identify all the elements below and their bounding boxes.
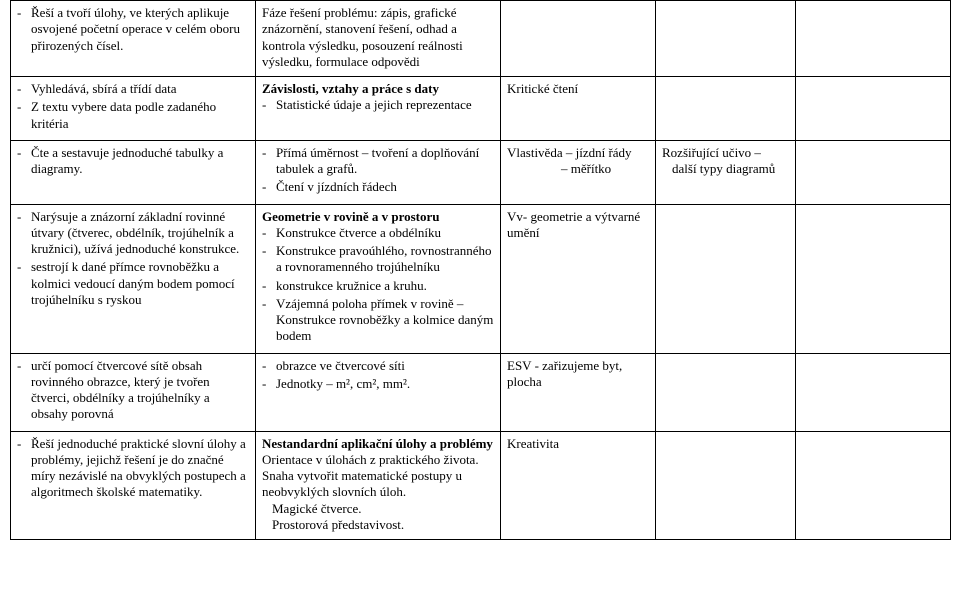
r3c3-line2: – měřítko: [507, 161, 649, 177]
cell-r4-c4: [656, 204, 796, 353]
cell-r3-c5: [796, 140, 951, 204]
r1c2-text: Fáze řešení problému: zápis, grafické zn…: [262, 5, 463, 69]
r2c1-item2: Z textu vybere data podle zadaného krité…: [31, 99, 249, 132]
cell-r1-c1: -Řeší a tvoří úlohy, ve kterých aplikuje…: [11, 1, 256, 77]
cell-r4-c5: [796, 204, 951, 353]
r4c1-item1: Narýsuje a znázorní základní rovinné útv…: [31, 209, 249, 258]
r3c2-item1: Přímá úměrnost – tvoření a doplňování ta…: [276, 145, 494, 178]
cell-r1-c5: [796, 1, 951, 77]
cell-r2-c2: Závislosti, vztahy a práce s daty -Stati…: [256, 77, 501, 141]
cell-r6-c3: Kreativita: [501, 431, 656, 540]
cell-r2-c3: Kritické čtení: [501, 77, 656, 141]
r4c2-title: Geometrie v rovině a v prostoru: [262, 209, 440, 224]
cell-r3-c3: Vlastivěda – jízdní řády – měřítko: [501, 140, 656, 204]
r4c1-item2: sestrojí k dané přímce rovnoběžku a kolm…: [31, 259, 249, 308]
cell-r4-c2: Geometrie v rovině a v prostoru -Konstru…: [256, 204, 501, 353]
r6c2-title: Nestandardní aplikační úlohy a problémy: [262, 436, 493, 451]
r1c1-item1: Řeší a tvoří úlohy, ve kterých aplikuje …: [31, 5, 249, 54]
cell-r6-c5: [796, 431, 951, 540]
cell-r3-c4: Rozšiřující učivo – další typy diagramů: [656, 140, 796, 204]
cell-r3-c2: -Přímá úměrnost – tvoření a doplňování t…: [256, 140, 501, 204]
cell-r2-c5: [796, 77, 951, 141]
r6c2-line2: Snaha vytvořit matematické postupy u neo…: [262, 468, 462, 499]
cell-r5-c5: [796, 353, 951, 431]
cell-r2-c1: -Vyhledává, sbírá a třídí data -Z textu …: [11, 77, 256, 141]
r3c4-line2: další typy diagramů: [662, 161, 775, 177]
r6c2-line1: Orientace v úlohách z praktického života…: [262, 452, 479, 467]
r2c2-item1: Statistické údaje a jejich reprezentace: [276, 97, 494, 113]
r4c2-item1: Konstrukce čtverce a obdélníku: [276, 225, 494, 241]
r6c1-item1: Řeší jednoduché praktické slovní úlohy a…: [31, 436, 249, 501]
r2c2-title: Závislosti, vztahy a práce s daty: [262, 81, 439, 96]
cell-r6-c4: [656, 431, 796, 540]
r2c1-item1: Vyhledává, sbírá a třídí data: [31, 81, 249, 97]
cell-r6-c2: Nestandardní aplikační úlohy a problémy …: [256, 431, 501, 540]
cell-r4-c3: Vv- geometrie a výtvarné umění: [501, 204, 656, 353]
r4c3-text: Vv- geometrie a výtvarné umění: [507, 209, 640, 240]
r6c2-line3: Magické čtverce.: [262, 501, 362, 517]
r6c3-text: Kreativita: [507, 436, 559, 451]
cell-r5-c1: -určí pomocí čtvercové sítě obsah rovinn…: [11, 353, 256, 431]
r5c1-item1: určí pomocí čtvercové sítě obsah rovinné…: [31, 358, 249, 423]
cell-r5-c2: -obrazce ve čtvercové síti -Jednotky – m…: [256, 353, 501, 431]
cell-r5-c3: ESV - zařizujeme byt, plocha: [501, 353, 656, 431]
cell-r1-c2: Fáze řešení problému: zápis, grafické zn…: [256, 1, 501, 77]
r5c3-text: ESV - zařizujeme byt, plocha: [507, 358, 622, 389]
cell-r3-c1: -Čte a sestavuje jednoduché tabulky a di…: [11, 140, 256, 204]
r4c2-item4: Vzájemná poloha přímek v rovině – Konstr…: [276, 296, 494, 345]
r3c4-line1: Rozšiřující učivo –: [662, 145, 761, 160]
r3c2-item2: Čtení v jízdních řádech: [276, 179, 494, 195]
cell-r5-c4: [656, 353, 796, 431]
cell-r2-c4: [656, 77, 796, 141]
cell-r6-c1: -Řeší jednoduché praktické slovní úlohy …: [11, 431, 256, 540]
r5c2-item1: obrazce ve čtvercové síti: [276, 358, 494, 374]
cell-r1-c3: [501, 1, 656, 77]
r2c3-text: Kritické čtení: [507, 81, 578, 96]
r4c2-item3: konstrukce kružnice a kruhu.: [276, 278, 494, 294]
cell-r1-c4: [656, 1, 796, 77]
r4c2-item2: Konstrukce pravoúhlého, rovnostranného a…: [276, 243, 494, 276]
r3c1-item1: Čte a sestavuje jednoduché tabulky a dia…: [31, 145, 249, 178]
r3c3-line1: Vlastivěda – jízdní řády: [507, 145, 632, 160]
cell-r4-c1: -Narýsuje a znázorní základní rovinné út…: [11, 204, 256, 353]
r5c2-item2: Jednotky – m², cm², mm².: [276, 376, 494, 392]
r6c2-line4: Prostorová představivost.: [262, 517, 404, 533]
